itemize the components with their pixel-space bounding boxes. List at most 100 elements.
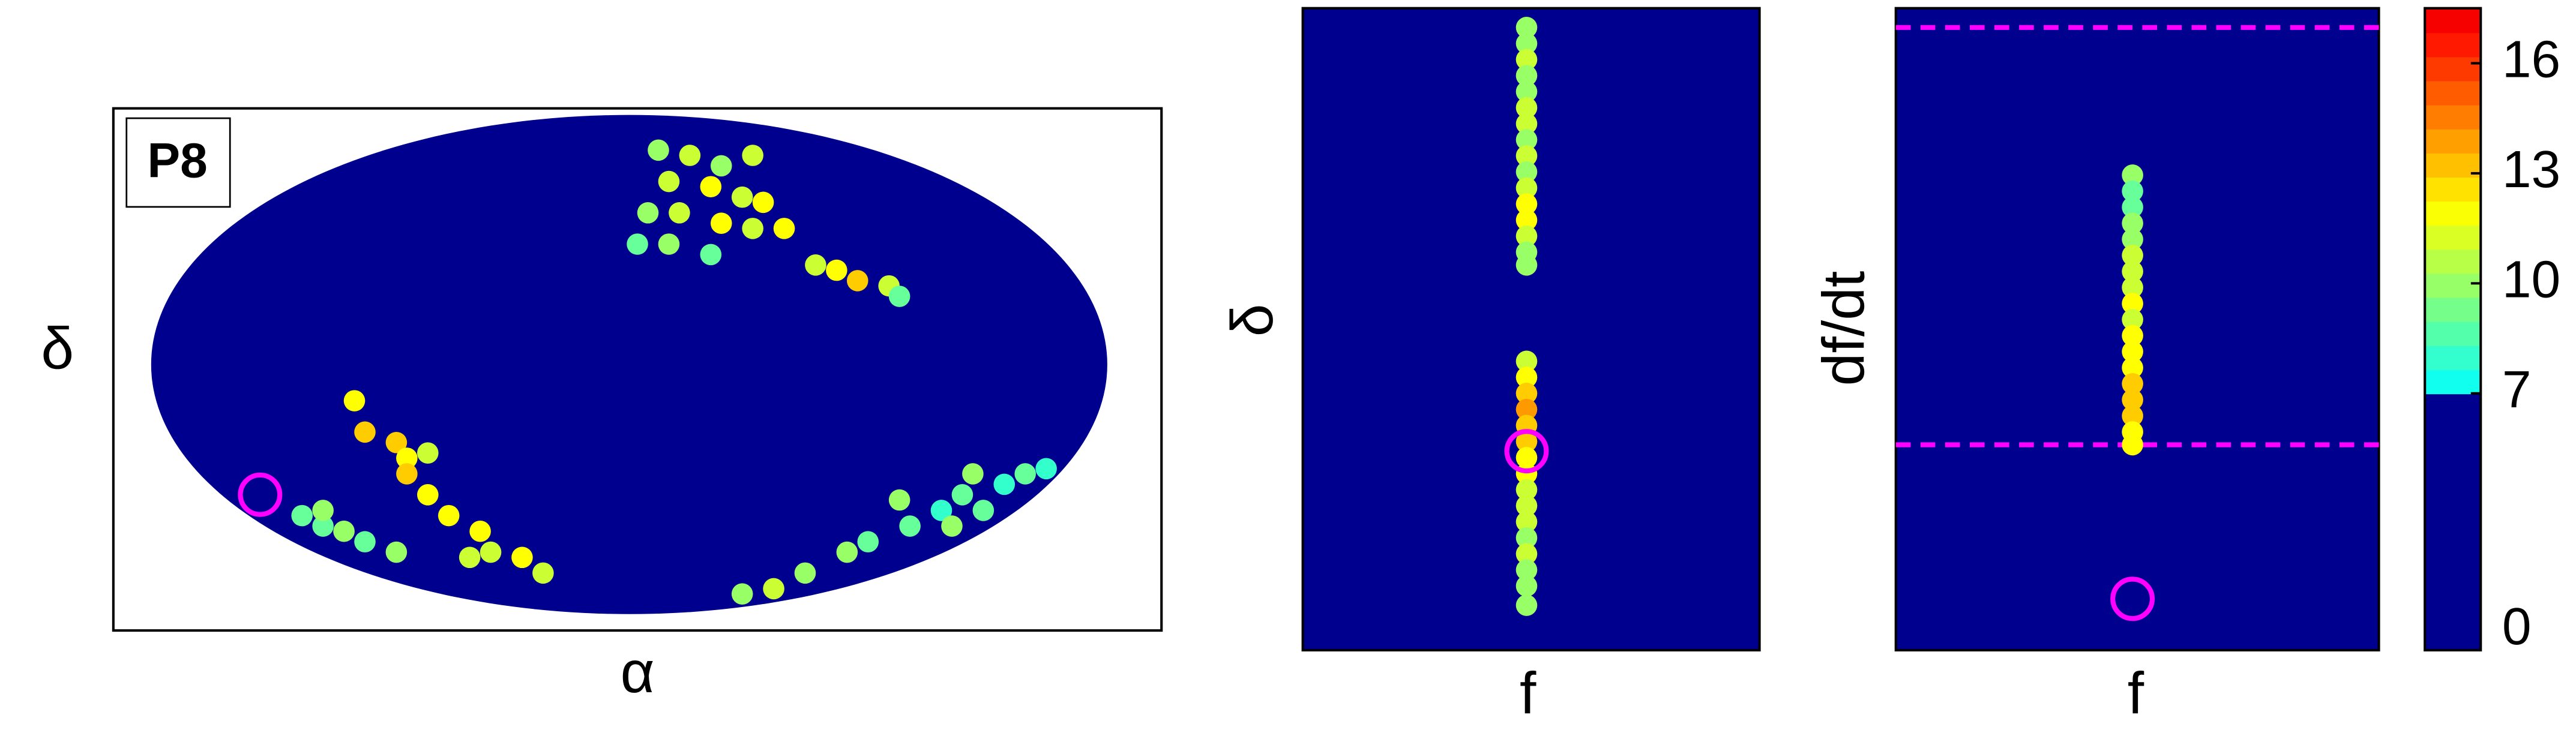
colorbar-band	[2425, 56, 2481, 82]
point	[1515, 254, 1538, 276]
point	[930, 500, 952, 521]
point	[385, 431, 408, 453]
point	[962, 463, 984, 485]
point	[1515, 511, 1538, 533]
point	[836, 541, 858, 563]
point	[1515, 543, 1538, 565]
point	[700, 176, 722, 198]
point	[658, 170, 680, 193]
point	[752, 191, 774, 214]
colorbar-band	[2425, 345, 2481, 371]
colorbar-band	[2425, 80, 2481, 106]
x-axis-label: f	[1520, 660, 1536, 726]
point	[742, 218, 763, 239]
colorbar-band	[2425, 369, 2481, 395]
point	[1515, 575, 1538, 597]
point	[951, 484, 974, 506]
point	[1515, 447, 1538, 468]
point	[941, 515, 963, 537]
point	[2122, 293, 2143, 314]
point	[2122, 308, 2143, 331]
point	[710, 155, 732, 177]
point	[333, 520, 355, 542]
point	[2122, 212, 2143, 235]
point	[742, 145, 763, 166]
point	[2122, 260, 2143, 283]
marker	[238, 472, 283, 517]
colorbar-tick-label: 16	[2502, 30, 2560, 89]
point	[993, 473, 1016, 495]
colorbar-tick-label: 13	[2502, 140, 2560, 199]
point	[888, 489, 910, 511]
point	[312, 500, 334, 521]
point	[2122, 180, 2143, 202]
point	[1014, 463, 1036, 485]
sky-map	[151, 115, 1107, 614]
point	[354, 421, 376, 443]
marker	[2110, 576, 2155, 621]
point	[1515, 145, 1538, 167]
y-axis-label: df/dt	[1810, 271, 1876, 386]
point	[972, 500, 995, 521]
point	[648, 139, 669, 161]
point	[438, 504, 460, 527]
point	[1515, 209, 1538, 231]
point	[2122, 325, 2143, 347]
point	[396, 447, 418, 469]
colorbar-band	[2425, 32, 2481, 58]
point	[805, 254, 826, 276]
point	[1515, 350, 1538, 372]
point	[773, 218, 795, 239]
y-axis-label: δ	[41, 316, 74, 381]
colorbar-band	[2425, 224, 2481, 250]
point	[480, 541, 502, 563]
point	[1515, 398, 1538, 420]
point	[1515, 431, 1538, 452]
point	[1515, 32, 1538, 55]
point	[2122, 405, 2143, 427]
point	[1515, 129, 1538, 151]
point	[1515, 559, 1538, 581]
point	[1515, 495, 1538, 516]
point	[627, 233, 648, 255]
point	[2122, 389, 2143, 411]
point	[1515, 113, 1538, 135]
point	[1035, 458, 1057, 480]
point	[857, 531, 879, 552]
point	[679, 145, 701, 166]
point	[826, 259, 847, 281]
colorbar-band	[2425, 273, 2481, 298]
point	[1515, 81, 1538, 103]
point	[1515, 97, 1538, 119]
point	[385, 541, 408, 563]
point	[763, 578, 784, 600]
point	[1515, 366, 1538, 388]
point	[2122, 341, 2143, 363]
point	[511, 546, 533, 569]
point	[2122, 277, 2143, 299]
point	[1515, 193, 1538, 215]
colorbar-band	[2425, 321, 2481, 346]
label-box	[125, 117, 231, 208]
point	[396, 463, 418, 485]
point	[794, 562, 816, 584]
x-axis-label: α	[621, 639, 655, 705]
point	[658, 233, 680, 255]
point	[1515, 527, 1538, 549]
point	[700, 244, 722, 266]
colorbar-band	[2425, 128, 2481, 154]
point	[417, 442, 439, 464]
colorbar-band	[2425, 104, 2481, 130]
colorbar-band	[2425, 200, 2481, 226]
point	[2122, 164, 2143, 186]
point	[731, 583, 753, 605]
point	[899, 515, 921, 537]
colorbar-frame	[2424, 7, 2482, 652]
point	[1515, 383, 1538, 404]
point	[469, 520, 491, 542]
point	[459, 546, 481, 569]
colorbar-band	[2425, 249, 2481, 274]
panel-label: P8	[147, 133, 207, 188]
colorbar-band	[2425, 297, 2481, 322]
